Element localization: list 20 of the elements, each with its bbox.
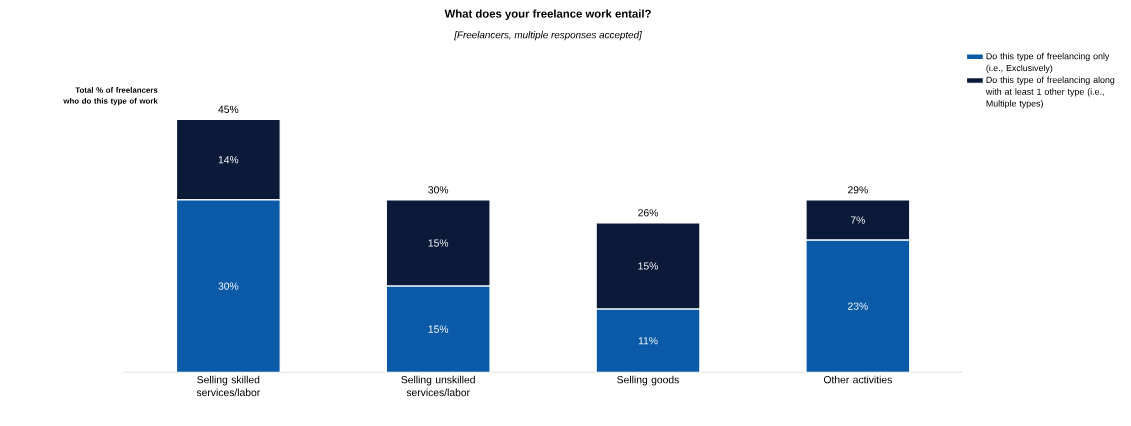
data-label: 15%	[428, 239, 449, 247]
data-label: 23%	[848, 302, 868, 311]
x-tick-label: Selling unskilled services/labor	[401, 375, 475, 397]
data-label: 7%	[850, 216, 865, 224]
legend-label: Do this type of freelancing along with at least 1 other type (i.e., Multiple types)	[985, 76, 1115, 109]
total-label: 30%	[428, 186, 449, 194]
chart-title: What does your freelance work entail?	[444, 9, 651, 21]
data-label: 14%	[218, 156, 239, 164]
x-tick-label: Other activities	[823, 375, 892, 384]
legend-label: Do this type of freelancing only (i.e., Exclusively)	[986, 53, 1110, 74]
total-label: 26%	[638, 209, 658, 217]
total-label: 45%	[218, 105, 239, 114]
x-tick-label: Selling skilled services/labor	[196, 375, 261, 397]
data-label: 11%	[638, 337, 658, 345]
total-label: 29%	[848, 186, 868, 194]
data-label: 15%	[428, 325, 449, 334]
x-tick-label: Selling goods	[617, 375, 679, 386]
data-label: 30%	[218, 282, 239, 290]
chart-subtitle: [Freelancers, multiple responses accepted]	[454, 31, 642, 41]
data-label: 15%	[638, 262, 658, 270]
